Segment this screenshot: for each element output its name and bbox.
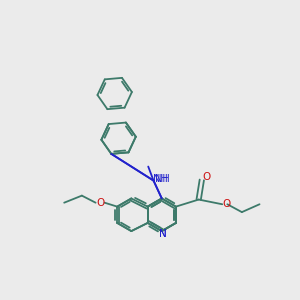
Text: O: O [222, 199, 230, 209]
Text: N: N [159, 229, 167, 239]
Text: NH: NH [155, 174, 170, 184]
Text: O: O [96, 198, 104, 208]
Text: N: N [159, 229, 167, 239]
Text: NH: NH [153, 174, 168, 184]
Text: O: O [202, 172, 211, 182]
